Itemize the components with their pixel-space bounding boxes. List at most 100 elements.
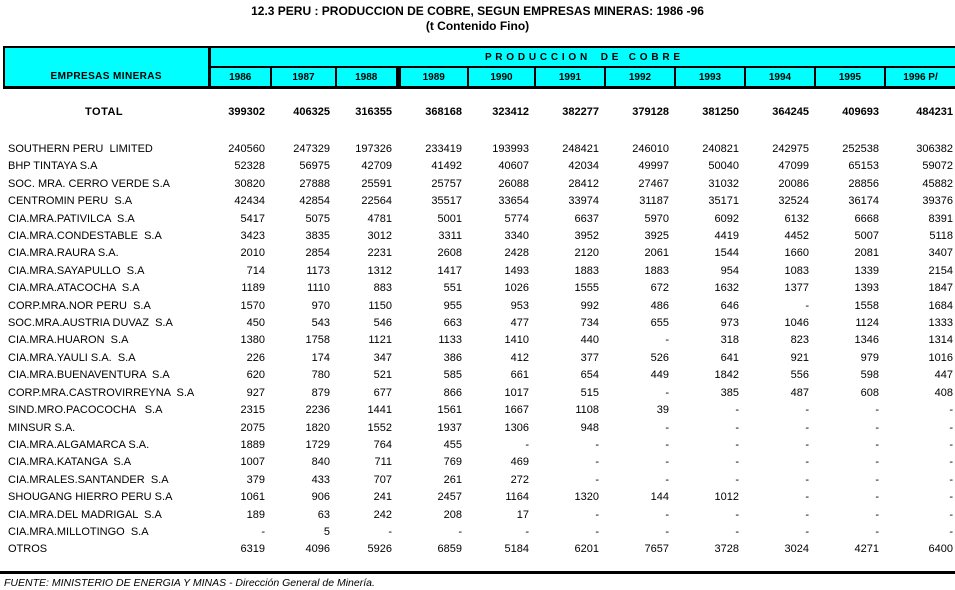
table-row: SOC.MRA.AUSTRIA DUVAZ S.A 450 543 546 663 477… — [3, 315, 955, 332]
value-cell: 1121 — [368, 334, 392, 347]
value-cell: 2120 — [574, 247, 599, 260]
company-name: CORP.MRA.CASTROVIRREYNA S.A — [8, 386, 195, 399]
value-cell: 780 — [311, 369, 330, 382]
value-cell: - — [458, 525, 462, 538]
value-cell: - — [949, 421, 953, 434]
value-cell: 484231 — [916, 106, 953, 118]
header-year-1989: 1989 — [395, 66, 469, 89]
table-row: CORP.MRA.CASTROVIRREYNA S.A 927 879 677 866 1… — [3, 385, 955, 402]
value-cell: 954 — [720, 264, 739, 277]
value-cell: 1417 — [437, 264, 462, 277]
value-cell: 486 — [650, 299, 669, 312]
header-year-1986: 1986 — [208, 66, 272, 89]
table-row: CIA.MRALES.SANTANDER S.A 379 433 707 261 272 -… — [3, 472, 955, 489]
value-cell: - — [595, 473, 599, 486]
value-cell: - — [735, 456, 739, 469]
value-cell: 2428 — [504, 247, 529, 260]
company-name: SIND.MRO.PACOCOCHA S.A — [8, 404, 163, 417]
value-cell: 233419 — [425, 143, 462, 155]
table-row: CIA.MRA.CONDESTABLE S.A 3423 3835 3012 3311 3… — [3, 228, 955, 245]
value-cell: 3925 — [644, 230, 669, 243]
value-cell: 6400 — [928, 543, 953, 556]
value-cell: 36174 — [848, 195, 879, 208]
value-cell: 2854 — [305, 247, 330, 260]
value-cell: 412 — [510, 351, 529, 364]
value-cell: 5774 — [504, 212, 529, 225]
value-cell: 193993 — [492, 143, 529, 155]
value-cell: 1150 — [368, 299, 392, 312]
value-cell: - — [805, 421, 809, 434]
value-cell: 28856 — [848, 177, 879, 190]
value-cell: 2154 — [928, 264, 953, 277]
value-cell: 42034 — [568, 160, 599, 173]
value-cell: 379 — [246, 473, 265, 486]
value-cell: 883 — [373, 282, 392, 295]
value-cell: 306382 — [916, 143, 953, 155]
value-cell: - — [665, 421, 669, 434]
value-cell: 906 — [311, 491, 330, 504]
header-empresas-mineras: EMPRESAS MINERAS — [3, 46, 211, 89]
value-cell: - — [665, 386, 669, 399]
company-name: CENTROMIN PERU S.A — [8, 195, 133, 208]
value-cell: 409693 — [842, 106, 879, 118]
value-cell: 1544 — [714, 247, 739, 260]
value-cell: 1016 — [928, 351, 953, 364]
header-row-produccion: EMPRESAS MINERAS P R O D U C C I O N D E… — [3, 46, 955, 89]
value-cell: 5926 — [367, 543, 392, 556]
value-cell: 4096 — [305, 543, 330, 556]
value-cell: 381250 — [702, 106, 739, 118]
value-cell: 364245 — [772, 106, 809, 118]
value-cell: 1555 — [574, 282, 599, 295]
value-cell: 1017 — [504, 386, 529, 399]
value-cell: 1558 — [854, 299, 879, 312]
value-cell: 440 — [580, 334, 599, 347]
value-cell: 1046 — [784, 317, 809, 330]
header-year-1994: 1994 — [744, 66, 816, 89]
value-cell: - — [735, 421, 739, 434]
value-cell: 318 — [720, 334, 739, 347]
value-cell: 992 — [580, 299, 599, 312]
value-cell: 526 — [650, 351, 669, 364]
value-cell: 4419 — [714, 230, 739, 243]
value-cell: - — [875, 525, 879, 538]
value-cell: 240560 — [228, 143, 265, 155]
company-name: CIA.MRA.RAURA S.A. — [8, 247, 119, 260]
company-name: CIA.MRA.HUARON S.A — [8, 334, 129, 347]
value-cell: 31032 — [708, 177, 739, 190]
value-cell: 1346 — [854, 334, 879, 347]
value-cell: 3728 — [714, 543, 739, 556]
value-cell: 450 — [246, 317, 265, 330]
value-cell: 27888 — [299, 177, 330, 190]
value-cell: - — [525, 438, 529, 451]
value-cell: 1333 — [928, 317, 953, 330]
value-cell: 661 — [510, 369, 529, 382]
value-cell: 927 — [246, 386, 265, 399]
value-cell: - — [665, 525, 669, 538]
value-cell: - — [875, 421, 879, 434]
value-cell: - — [665, 438, 669, 451]
value-cell: - — [875, 456, 879, 469]
value-cell: 252538 — [842, 143, 879, 155]
value-cell: 521 — [373, 369, 392, 382]
value-cell: 379128 — [632, 106, 669, 118]
value-cell: - — [805, 525, 809, 538]
company-name: SOC. MRA. CERRO VERDE S.A — [8, 177, 170, 190]
value-cell: 556 — [790, 369, 809, 382]
table-row: MINSUR S.A. 2075 1820 1552 1937 1306 948 - - - - - — [3, 420, 955, 437]
value-cell: 408 — [934, 386, 953, 399]
company-name: TOTAL — [85, 106, 124, 118]
value-cell: 707 — [373, 473, 392, 486]
value-cell: 1889 — [240, 438, 265, 451]
company-name: CIA.MRA.KATANGA S.A — [8, 456, 132, 469]
value-cell: 39376 — [922, 195, 953, 208]
total-row: TOTAL 399302 406325 316355 368168 323412 38227… — [3, 103, 955, 121]
table-row: OTROS 6319 4096 5926 6859 5184 6201 7657 3728 302… — [3, 541, 955, 558]
value-cell: - — [735, 438, 739, 451]
value-cell: 6319 — [240, 543, 265, 556]
value-cell: 1312 — [367, 264, 392, 277]
value-cell: 449 — [650, 369, 669, 382]
value-cell: 677 — [373, 386, 392, 399]
value-cell: 646 — [720, 299, 739, 312]
value-cell: - — [388, 525, 392, 538]
production-data-table: TOTAL 399302 406325 316355 368168 323412 38227… — [3, 103, 955, 559]
